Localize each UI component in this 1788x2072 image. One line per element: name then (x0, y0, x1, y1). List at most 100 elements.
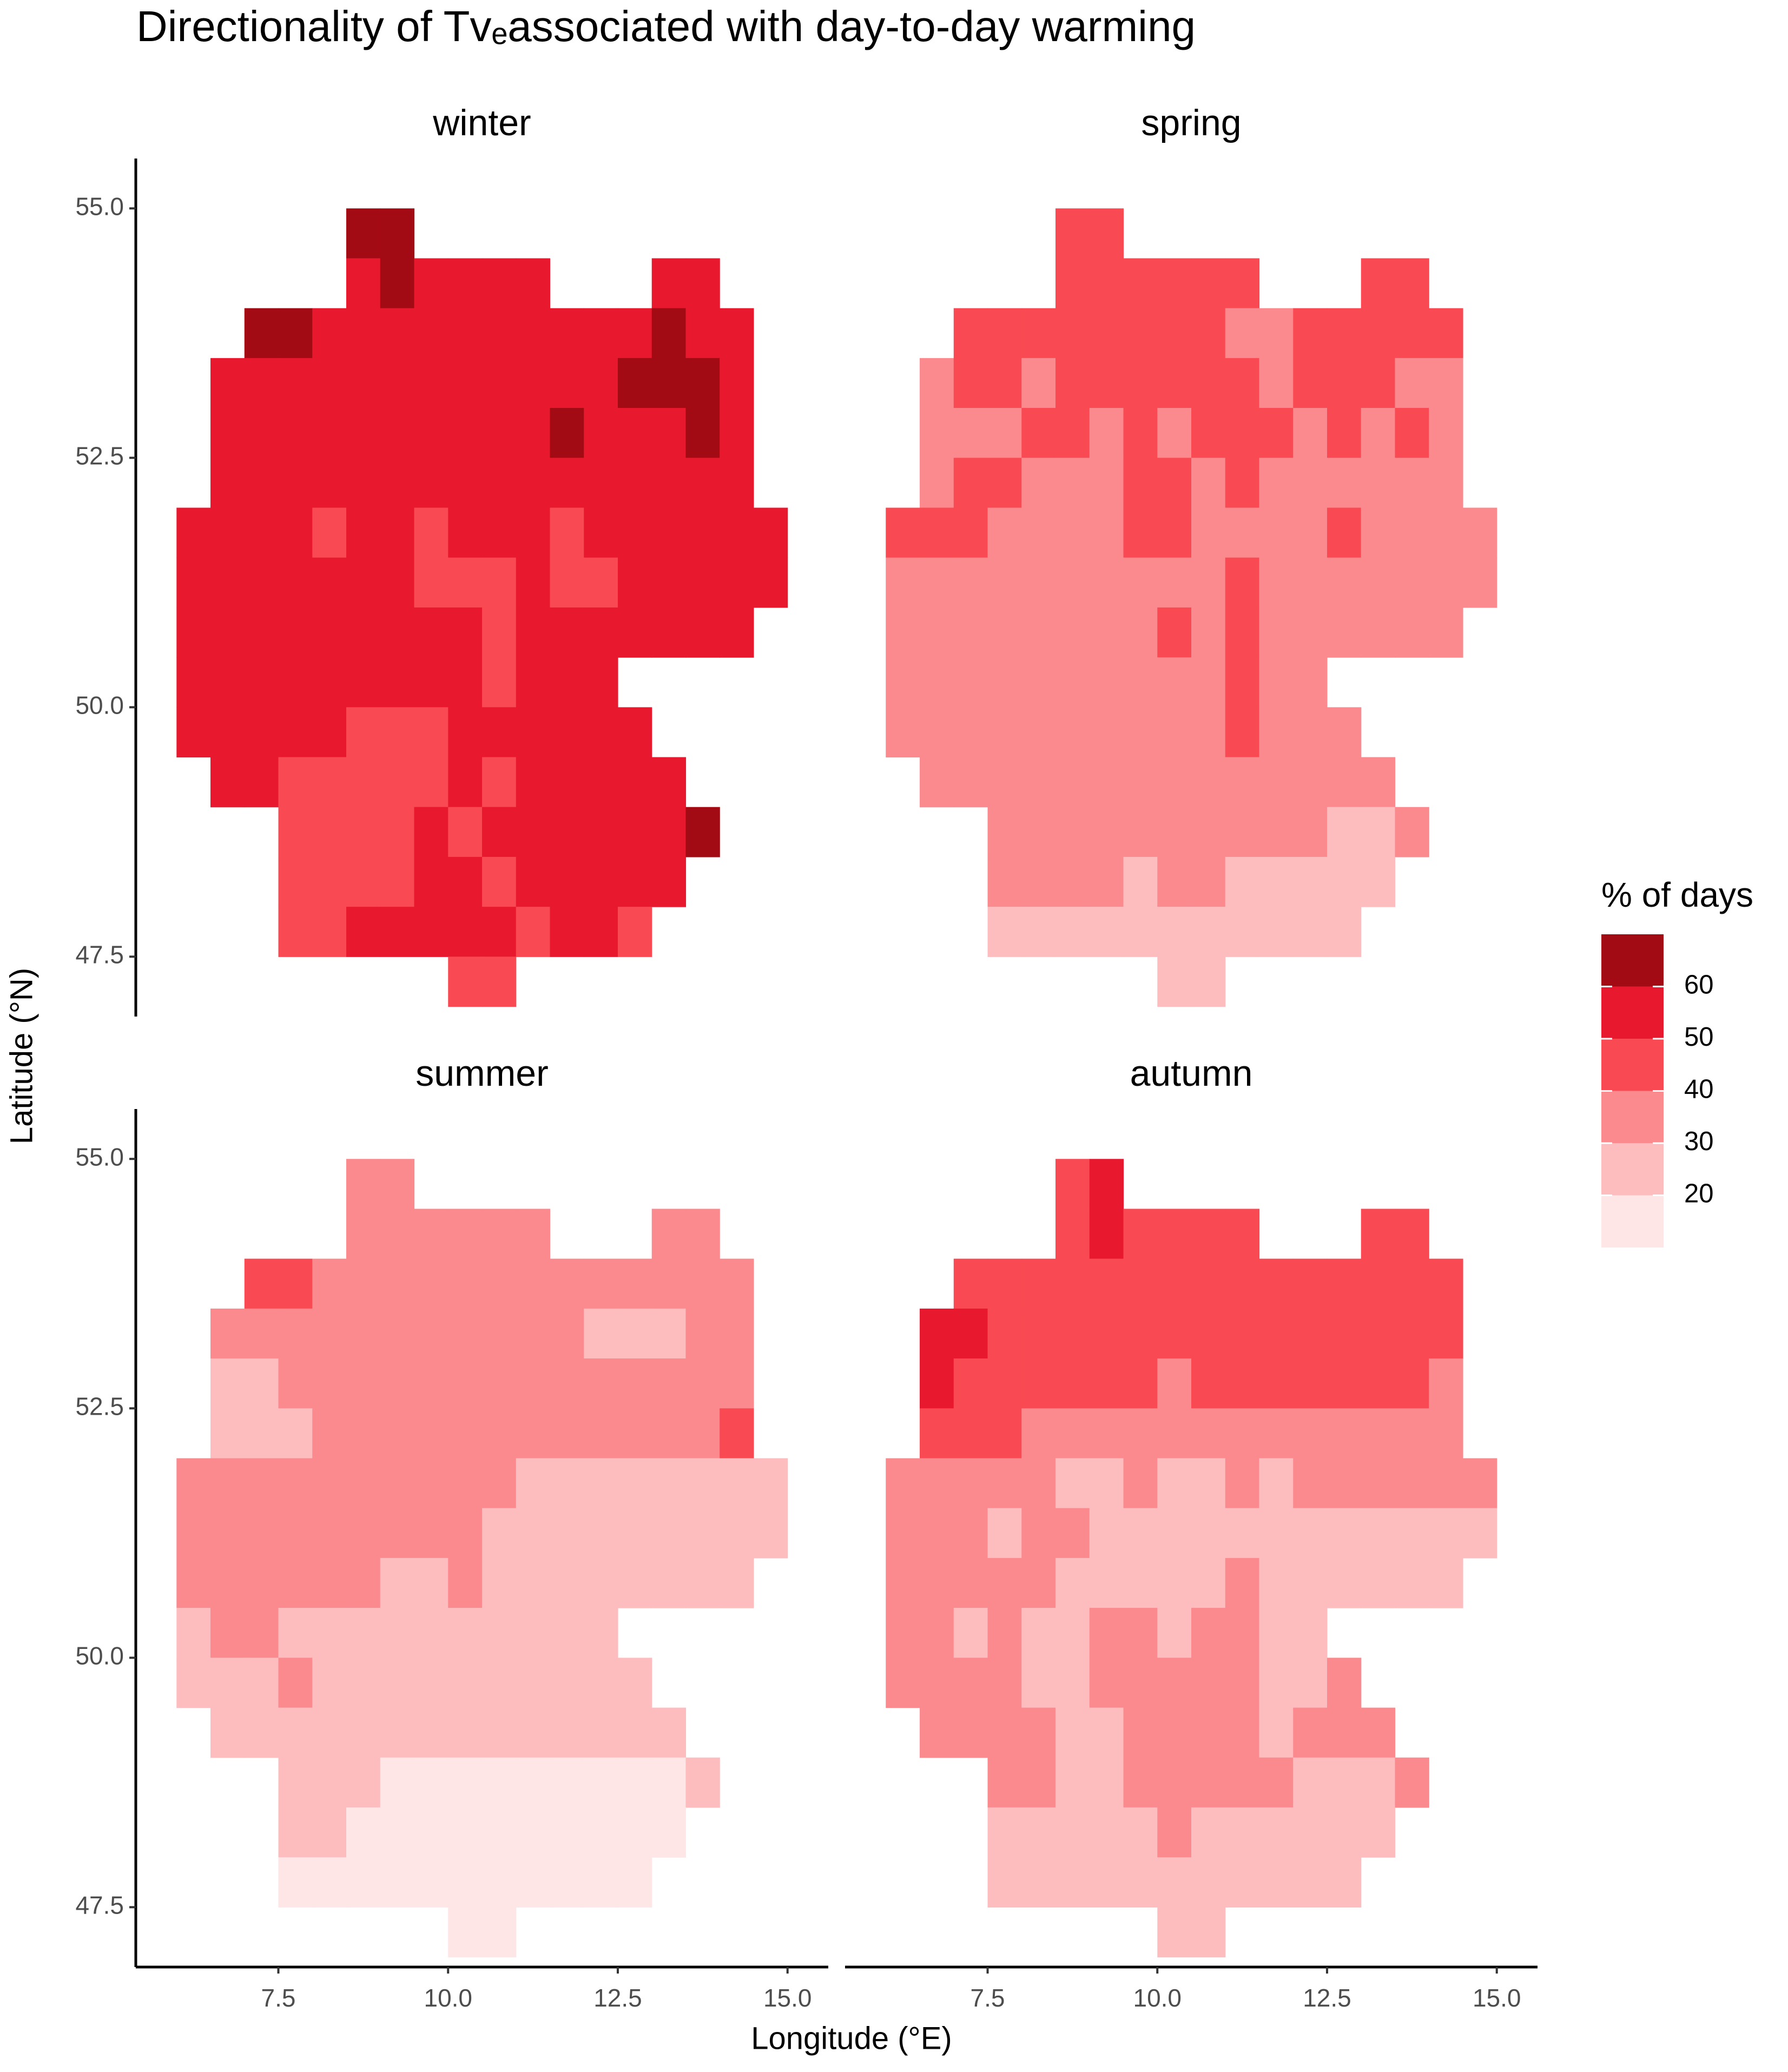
grid-cell (1055, 1757, 1090, 1808)
grid-cell (617, 1458, 652, 1509)
grid-cell (617, 607, 652, 658)
grid-cell (1293, 757, 1328, 808)
grid-cell (482, 1458, 517, 1509)
grid-cell (1157, 1757, 1192, 1808)
grid-cell (1021, 358, 1056, 408)
grid-cell (380, 358, 415, 408)
grid-cell (1293, 1658, 1328, 1708)
grid-cell (1191, 308, 1226, 359)
grid-cell (380, 1558, 415, 1608)
grid-cell (448, 408, 483, 458)
grid-cell (1123, 856, 1158, 907)
grid-cell (414, 1508, 448, 1559)
grid-cell (482, 607, 517, 658)
grid-cell (1089, 1857, 1124, 1908)
grid-cell (550, 408, 584, 458)
grid-cell (448, 1807, 483, 1858)
grid-cell (1021, 408, 1056, 458)
grid-cell (346, 657, 381, 708)
grid-cell (312, 907, 347, 957)
grid-cell (617, 1807, 652, 1858)
grid-cell (720, 1408, 754, 1459)
grid-cell (448, 1458, 483, 1509)
grid-cell (1259, 1608, 1294, 1658)
grid-cell (987, 557, 1022, 608)
grid-cell (244, 1308, 279, 1359)
grid-cell (1225, 907, 1260, 957)
grid-cell (987, 757, 1022, 808)
grid-cell (1259, 507, 1294, 558)
grid-cell (1429, 1258, 1463, 1309)
grid-cell (210, 707, 245, 758)
grid-cell (1361, 358, 1396, 408)
grid-cell (482, 408, 517, 458)
grid-cell (651, 1707, 687, 1758)
grid-cell (482, 1408, 517, 1459)
grid-cell (516, 358, 551, 408)
grid-cell (1259, 308, 1294, 359)
grid-cell (482, 1658, 517, 1708)
grid-cell (1395, 1358, 1429, 1409)
grid-cell (550, 1508, 584, 1559)
grid-cell (1259, 557, 1294, 608)
grid-cell (448, 308, 483, 359)
legend-swatch (1601, 1039, 1664, 1091)
grid-cell (516, 657, 551, 708)
grid-cell (516, 607, 551, 658)
grid-cell (1327, 1258, 1362, 1309)
y-tick-label: 47.5 (75, 1891, 124, 1919)
grid-cell (550, 1857, 584, 1908)
grid-cell (1361, 1508, 1396, 1559)
grid-cell (584, 1308, 618, 1359)
grid-cell (1055, 408, 1090, 458)
legend-label: 60 (1684, 970, 1714, 999)
grid-cell (1191, 1757, 1226, 1808)
grid-cell (1191, 458, 1226, 509)
grid-cell (1191, 1258, 1226, 1309)
grid-cell (1395, 557, 1429, 608)
grid-cell (346, 208, 381, 259)
grid-cell (1089, 258, 1124, 309)
grid-cell (346, 358, 381, 408)
grid-cell (380, 907, 415, 957)
grid-cell (414, 1209, 448, 1259)
grid-cell (550, 1558, 584, 1608)
grid-cell (1123, 1608, 1158, 1658)
grid-cell (685, 408, 720, 458)
grid-cell (1055, 258, 1090, 309)
grid-cell (278, 408, 313, 458)
grid-cell (312, 807, 347, 857)
grid-cell (448, 1608, 483, 1658)
grid-cell (244, 1258, 279, 1309)
grid-cell (987, 358, 1022, 408)
grid-cell (482, 657, 517, 708)
grid-cell (1123, 1857, 1158, 1908)
grid-cell (1089, 557, 1124, 608)
grid-cell (617, 1408, 652, 1459)
grid-cell (584, 507, 618, 558)
grid-cell (685, 1408, 720, 1459)
grid-cell (720, 1258, 754, 1309)
grid-cell (380, 1807, 415, 1858)
grid-cell (1089, 1408, 1124, 1459)
grid-cell (210, 1508, 245, 1559)
grid-cell (278, 308, 313, 359)
grid-cell (1089, 856, 1124, 907)
grid-cell (1055, 1209, 1090, 1259)
grid-cell (482, 1508, 517, 1559)
grid-cell (244, 458, 279, 509)
grid-cell (1361, 807, 1396, 857)
grid-cell (920, 1508, 954, 1559)
grid-cell (1089, 657, 1124, 708)
grid-cell (312, 1757, 347, 1808)
grid-cell (584, 1358, 618, 1409)
grid-cell (1021, 856, 1056, 907)
grid-cell (651, 757, 687, 808)
grid-cell (685, 358, 720, 408)
grid-cell (1089, 1508, 1124, 1559)
grid-cell (753, 1508, 788, 1559)
grid-cell (1327, 1857, 1362, 1908)
grid-cell (1191, 1508, 1226, 1559)
grid-cell (651, 1757, 687, 1808)
grid-cell (1327, 907, 1362, 957)
